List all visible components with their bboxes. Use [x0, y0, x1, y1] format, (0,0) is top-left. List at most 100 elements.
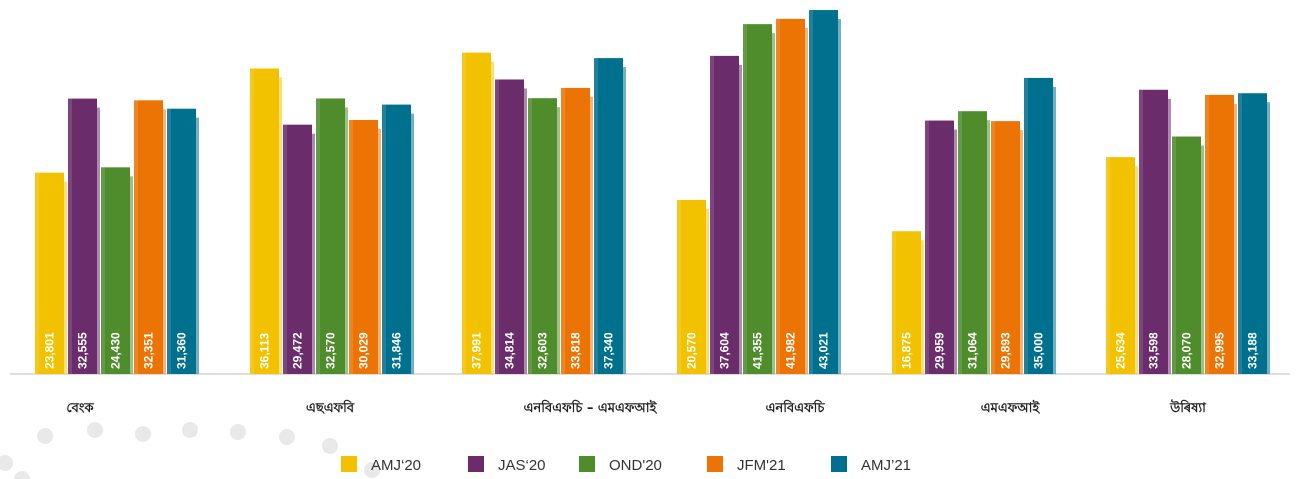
legend-swatch-3 — [707, 456, 723, 472]
category-label-1: এছএফবি — [306, 399, 355, 416]
value-label-3-2: 41,355 — [751, 332, 765, 369]
bar-0-2 — [101, 167, 130, 374]
decor-dot-7 — [322, 438, 338, 454]
bar-shadow — [805, 27, 808, 375]
bar-shadow — [1135, 166, 1138, 374]
bar-3-0 — [677, 199, 706, 374]
bar-highlight — [677, 199, 681, 374]
value-label-3-3: 41,982 — [784, 332, 798, 369]
bar-2-4 — [594, 58, 623, 374]
bar-0-0 — [35, 172, 64, 374]
bar-shadow — [1020, 130, 1023, 374]
bar-1-3 — [349, 119, 378, 374]
category-label-3: এনবিএফচি — [766, 399, 826, 416]
bar-4-3 — [991, 121, 1020, 374]
legend-label-1: JAS‘20 — [498, 457, 546, 474]
value-label-1-1: 29,472 — [291, 332, 305, 369]
bar-shadow — [196, 117, 199, 375]
legend-swatch-2 — [579, 456, 595, 472]
bar-highlight — [1205, 94, 1209, 375]
bar-highlight — [594, 58, 598, 374]
value-label-0-1: 32,555 — [76, 332, 90, 369]
value-label-4-4: 35,000 — [1032, 332, 1046, 369]
bar-4-0 — [892, 231, 921, 374]
value-label-4-1: 29,959 — [933, 332, 947, 369]
bar-2-1 — [495, 79, 524, 374]
bar-highlight — [250, 68, 254, 375]
legend: AMJ‘20 JAS‘20 OND'20 JFM'21 AMJ’21 — [341, 456, 911, 474]
bar-highlight — [1172, 136, 1176, 374]
category-label-5: উৰিষ্যা — [1169, 399, 1207, 416]
bar-0-4 — [167, 108, 196, 375]
bar-highlight — [316, 98, 320, 375]
bar-5-0 — [1106, 157, 1135, 374]
bar-shadow — [312, 133, 315, 374]
legend-swatch-1 — [468, 456, 484, 472]
bar-0-1 — [68, 98, 97, 374]
decor-dot-1 — [37, 428, 53, 444]
bar-2-2 — [528, 98, 557, 375]
bar-shadow — [987, 120, 990, 374]
category-label-2: এনবিএফচি – এমএফআই — [524, 399, 658, 416]
bar-2-3 — [561, 87, 590, 374]
bar-shadow — [706, 208, 709, 374]
bar-highlight — [134, 100, 138, 374]
bar-shadow — [1168, 98, 1171, 374]
value-label-5-1: 33,598 — [1147, 332, 1161, 369]
decor-dot-4 — [182, 422, 198, 438]
decorative-dots — [0, 422, 380, 479]
bar-highlight — [925, 120, 929, 375]
legend-label-0: AMJ‘20 — [371, 457, 421, 474]
bar-1-0 — [250, 68, 279, 375]
legend-swatch-0 — [341, 456, 357, 472]
value-label-4-3: 29,893 — [999, 332, 1013, 369]
bar-highlight — [809, 10, 813, 375]
value-label-1-3: 30,029 — [357, 332, 371, 369]
value-label-0-3: 32,351 — [142, 332, 156, 369]
value-label-2-0: 37,991 — [470, 332, 484, 369]
bar-3-1 — [710, 55, 739, 374]
bar-shadow — [1053, 86, 1056, 374]
bar-highlight — [710, 55, 714, 374]
legend-label-4: AMJ’21 — [861, 457, 911, 474]
bar-shadow — [954, 129, 957, 374]
bar-highlight — [495, 79, 499, 374]
legend-swatch-4 — [831, 456, 847, 472]
bar-highlight — [68, 98, 72, 374]
value-label-0-4: 31,360 — [175, 332, 189, 369]
bar-1-2 — [316, 98, 345, 375]
decor-dot-3 — [135, 426, 151, 442]
value-label-1-0: 36,113 — [258, 333, 272, 369]
bar-highlight — [958, 111, 962, 375]
bar-shadow — [524, 88, 527, 374]
value-label-2-1: 34,814 — [503, 332, 517, 369]
bar-shadow — [557, 107, 560, 375]
bar-highlight — [776, 18, 780, 375]
category-label-4: এমএফআই — [981, 399, 1041, 416]
value-label-3-1: 37,604 — [718, 332, 732, 369]
bar-shadow — [1267, 102, 1270, 374]
bar-highlight — [743, 24, 747, 374]
bar-highlight — [167, 108, 171, 375]
value-label-2-4: 37,340 — [602, 332, 616, 369]
decor-dot-2 — [87, 422, 103, 438]
bar-shadow — [739, 64, 742, 374]
bar-shadow — [772, 33, 775, 374]
bar-shadow — [279, 77, 282, 375]
bar-1-4 — [382, 104, 411, 375]
bar-highlight — [462, 52, 466, 375]
bars-group: 23,801 36,113 37,991 20,570 16,875 25,634 32,5… — [35, 10, 1270, 375]
value-label-0-0: 23,801 — [43, 332, 57, 369]
bar-highlight — [561, 87, 565, 374]
bar-highlight — [1139, 89, 1143, 374]
legend-label-3: JFM'21 — [737, 457, 786, 474]
bar-highlight — [1238, 93, 1242, 374]
category-labels: বেংক এছএফবি এনবিএফচি – এমএফআই এনবিএফচি এমএফআ… — [66, 399, 1207, 416]
bar-highlight — [528, 98, 532, 375]
bar-5-3 — [1205, 94, 1234, 375]
value-label-1-2: 32,570 — [324, 332, 338, 369]
value-label-3-0: 20,570 — [685, 332, 699, 369]
decor-dot-0 — [0, 455, 13, 471]
bar-4-2 — [958, 111, 987, 375]
